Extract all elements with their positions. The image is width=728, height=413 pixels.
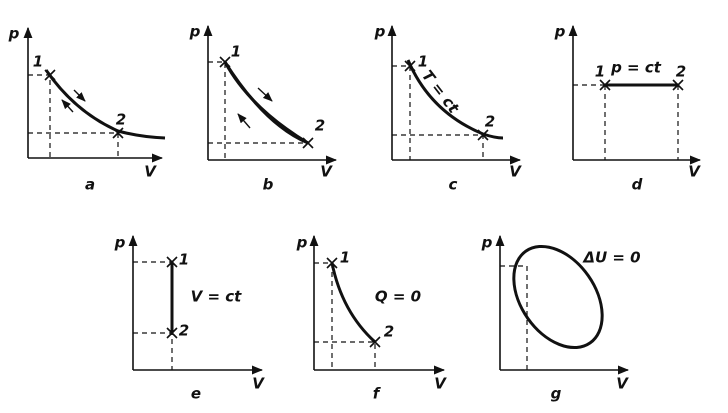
annotation: ΔU = 0	[582, 249, 640, 267]
guide	[133, 261, 173, 370]
y-label: p	[374, 23, 386, 41]
arrow	[61, 99, 74, 113]
point-label: 2	[676, 63, 686, 81]
x-label: V	[252, 375, 265, 393]
arrow	[257, 87, 273, 102]
x-label: V	[144, 163, 157, 181]
guide	[500, 265, 528, 370]
point-label: 1	[340, 249, 350, 267]
panel-b: p V 1 2 b	[189, 23, 338, 194]
point-label: 1	[179, 251, 189, 269]
panel-label: f	[373, 385, 382, 403]
point-mark	[326, 257, 381, 348]
x-label: V	[320, 163, 333, 181]
process-curve	[406, 59, 504, 140]
panel-f: p V 1 2 Q = 0 f	[296, 234, 448, 403]
guide	[208, 61, 226, 160]
y-label: p	[296, 234, 308, 252]
x-label: V	[688, 163, 701, 181]
point-label: 2	[485, 113, 495, 131]
process-curve	[330, 262, 377, 344]
process-curve	[223, 61, 309, 145]
arrow	[73, 89, 86, 102]
guide	[392, 65, 411, 160]
panel-label: a	[85, 176, 95, 194]
panel-g: p V ΔU = 0 g	[481, 234, 641, 403]
guide	[314, 341, 376, 370]
point-label: 2	[179, 322, 189, 340]
panel-label: d	[632, 176, 643, 194]
panel-label: b	[263, 176, 274, 194]
point-label: 1	[231, 43, 241, 61]
arrow	[237, 113, 251, 129]
panel-e: p V 1 2 V = ct e	[114, 234, 266, 403]
process-curve	[223, 61, 309, 145]
panel-label: c	[449, 176, 458, 194]
guide	[573, 84, 679, 160]
panel-label: g	[551, 385, 562, 403]
panel-c: p V 1 2 T = ct c	[374, 23, 523, 194]
y-label: p	[8, 25, 20, 43]
point-label: 1	[418, 53, 428, 71]
y-label: p	[554, 23, 566, 41]
point-mark	[219, 56, 314, 149]
y-label: p	[189, 23, 201, 41]
guide	[28, 132, 119, 158]
point-label: 2	[384, 323, 394, 341]
y-label: p	[481, 234, 493, 252]
point-label: 2	[315, 117, 325, 135]
cycle-curve	[512, 244, 604, 350]
point-label: 2	[116, 111, 126, 129]
point-label: 1	[33, 53, 43, 71]
annotation: Q = 0	[375, 288, 421, 306]
process-curve	[44, 69, 166, 140]
panel-a: p V 1 2 a	[8, 25, 166, 194]
x-label: V	[509, 163, 522, 181]
point-mark	[166, 256, 178, 339]
guide	[314, 262, 333, 370]
x-label: V	[616, 375, 629, 393]
panel-d: p V 1 2 p = ct d	[554, 23, 702, 194]
point-mark	[599, 79, 684, 91]
panel-label: e	[191, 385, 201, 403]
annotation: p = ct	[610, 59, 662, 77]
point-mark	[44, 69, 124, 139]
x-label: V	[434, 375, 447, 393]
guide	[392, 134, 484, 160]
point-label: 1	[595, 63, 605, 81]
y-label: p	[114, 234, 126, 252]
point-mark	[404, 60, 489, 141]
annotation: V = ct	[191, 288, 243, 306]
guide	[28, 74, 51, 158]
